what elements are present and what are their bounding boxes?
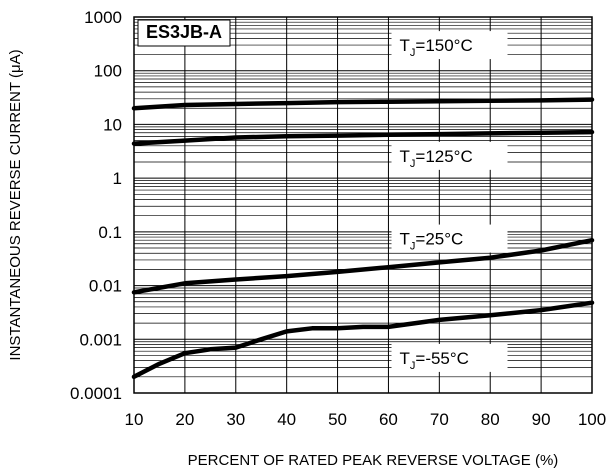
x-tick-label: 60 <box>379 410 398 429</box>
series-label-main: T <box>400 147 410 166</box>
series-label-sub: J <box>410 47 416 59</box>
series-label-rest: =-55°C <box>415 349 469 368</box>
y-tick-label: 0.1 <box>98 223 122 242</box>
x-tick-label: 10 <box>125 410 144 429</box>
plot-frame <box>133 16 593 394</box>
series-label-main: T <box>400 36 410 55</box>
y-tick-label: 0.01 <box>89 277 122 296</box>
series-label-main: T <box>400 349 410 368</box>
y-tick-label: 1000 <box>84 8 122 27</box>
y-tick-labels: 1000 100 10 1 0.1 0.01 0.001 0.0001 <box>70 8 122 403</box>
series-label-text: TJ=150°C <box>400 36 473 59</box>
x-tick-label: 70 <box>430 410 449 429</box>
y-axis-label: INSTANTANEOUS REVERSE CURRENT (μA) <box>7 49 24 360</box>
series-label-2: TJ=25°C <box>391 224 508 253</box>
series-line-3 <box>131 300 595 380</box>
x-tick-label: 40 <box>277 410 296 429</box>
series-label-text: TJ=25°C <box>400 230 464 253</box>
chart-title: ES3JB-A <box>146 22 222 42</box>
x-tick-label: 90 <box>532 410 551 429</box>
series-label-bg <box>391 343 508 372</box>
series-label-sub: J <box>410 360 416 372</box>
y-tick-label: 10 <box>103 115 122 134</box>
series-label-1: TJ=125°C <box>391 141 508 170</box>
series-label-rest: =150°C <box>415 36 472 55</box>
series-line-0 <box>131 97 595 111</box>
series-label-rest: =125°C <box>415 147 472 166</box>
y-tick-label: 1 <box>113 169 122 188</box>
series-label-0: TJ=150°C <box>391 31 508 60</box>
series-line-1 <box>131 129 595 146</box>
x-axis-label: PERCENT OF RATED PEAK REVERSE VOLTAGE (%… <box>188 452 559 469</box>
y-tick-label: 0.001 <box>79 330 122 349</box>
x-tick-labels: 10 20 30 40 50 60 70 80 90 100 <box>125 410 607 429</box>
series-label-text: TJ=125°C <box>400 147 473 170</box>
series-label-bg <box>391 224 508 253</box>
series-label-main: T <box>400 230 410 249</box>
x-tick-label: 80 <box>481 410 500 429</box>
series-label-rest: =25°C <box>415 230 463 249</box>
series-label-bg <box>391 141 508 170</box>
y-tick-label: 0.0001 <box>70 384 122 403</box>
series-label-sub: J <box>410 241 416 253</box>
x-tick-label: 100 <box>578 410 606 429</box>
series-line-2 <box>131 237 595 295</box>
x-tick-label: 30 <box>226 410 245 429</box>
series-lines <box>131 97 595 380</box>
title-background <box>137 19 231 47</box>
series-label-sub: J <box>410 158 416 170</box>
x-tick-label: 50 <box>328 410 347 429</box>
y-tick-label: 100 <box>94 62 122 81</box>
chart-title-box: ES3JB-A <box>137 19 231 47</box>
series-label-text: TJ=-55°C <box>400 349 469 372</box>
x-tick-label: 20 <box>175 410 194 429</box>
series-label-bg <box>391 31 508 60</box>
series-label-3: TJ=-55°C <box>391 343 508 372</box>
series-annotations: TJ=150°CTJ=125°CTJ=25°CTJ=-55°C <box>391 31 508 372</box>
grid <box>134 17 592 394</box>
